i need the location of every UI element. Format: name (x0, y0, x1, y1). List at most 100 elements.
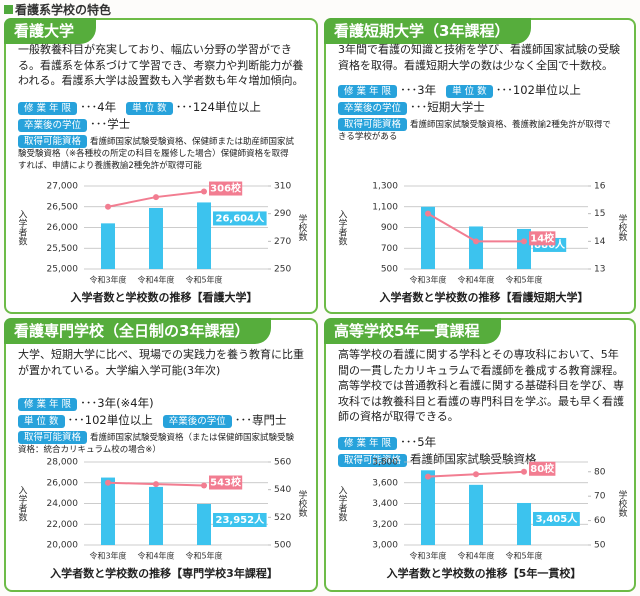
item-badge: 卒業後の学位 (338, 102, 408, 115)
item-value: 看護師国家試験受験資格 (410, 452, 537, 466)
bar (149, 486, 163, 545)
line-point (105, 479, 111, 486)
item: 取得可能資格 看護師国家試験受験資格、保健師または助産師国家試験受験資格（※各種校… (18, 135, 296, 172)
bar (421, 470, 435, 545)
header-square (4, 5, 13, 14)
bar (197, 202, 211, 269)
item: 取得可能資格 看護師国家試験受験資格（または保健師国家試験受験資格：統合カリキュラ… (18, 431, 296, 456)
section-header: 看護系学校の特色 (4, 1, 111, 18)
y2-tick-label: 60 (594, 516, 606, 526)
item-badge: 卒業後の学位 (18, 119, 88, 132)
bar (517, 502, 531, 545)
item-badge: 単 位 数 (18, 415, 65, 428)
item: 卒業後の学位 ･･･専門士 (162, 412, 287, 429)
value-label: 80校 (530, 462, 555, 475)
item: 卒業後の学位 ･･･学士 (18, 116, 130, 133)
item-badge: 取得可能資格 (18, 135, 88, 148)
panel: 看護大学 一般教養科目が充実しており、幅広い分野の学習ができる。看護系を体系づけて… (4, 18, 318, 314)
y-tick-label: 3,000 (372, 541, 398, 551)
y-tick-label: 25,500 (47, 244, 79, 254)
item-badge: 取得可能資格 (338, 118, 408, 131)
value-label: 543校 (210, 476, 242, 489)
x-tick-label: 令和3年度 (89, 551, 126, 561)
y2-tick-label: 50 (594, 541, 606, 551)
y2-tick-label: 290 (274, 209, 291, 219)
y2-axis-title: 学校数 (617, 489, 628, 518)
item-value: ･･･短期大学士 (410, 100, 485, 114)
panel-text: 大学、短期大学に比べ、現場での実践力を養う教育に比重が置かれている。大学編入学可… (18, 348, 304, 377)
panel-heading: 高等学校5年一貫課程 (324, 318, 502, 344)
panel-heading: 看護専門学校（全日制の3年課程） (4, 318, 272, 344)
y-tick-label: 3,400 (372, 499, 398, 509)
line-point (425, 210, 431, 217)
x-tick-label: 令和5年度 (185, 275, 222, 285)
value-label: 3,405人 (536, 512, 579, 525)
item-badge: 取得可能資格 (18, 431, 88, 444)
y2-tick-label: 500 (274, 541, 291, 551)
panel-heading: 看護大学 (4, 18, 97, 44)
y-tick-label: 28,000 (47, 458, 79, 468)
item-value: ･･･専門士 (234, 413, 287, 427)
y-tick-label: 26,500 (47, 202, 79, 212)
y2-tick-label: 540 (274, 485, 291, 495)
y-tick-label: 22,000 (47, 520, 79, 530)
y2-axis-title: 学校数 (617, 213, 628, 242)
item: 単 位 数･･･102単位以上 (446, 82, 581, 99)
y2-tick-label: 16 (594, 182, 606, 192)
value-label-box (213, 211, 267, 226)
item-value: 看護師国家試験受験資格、養護教諭2種免許が取得できる学校がある (338, 120, 611, 142)
item-value: ･･･124単位以上 (175, 100, 261, 114)
chart-title: 入学者数と学校数の推移【5年一貫校】 (387, 566, 582, 580)
bar (469, 484, 483, 545)
panel: 看護短期大学（3年課程） 3年間で看護の知識と技術を学び、看護師国家試験の受験資格… (324, 18, 636, 314)
chart-title: 入学者数と学校数の推移【専門学校3年課程】 (50, 566, 278, 580)
y-tick-label: 26,000 (47, 223, 79, 233)
section-title: 看護系学校の特色 (15, 3, 112, 17)
chart: 3,000 3,200 3,400 3,600 3,800 50 60 70 80 入学者数 学校数… (337, 458, 628, 581)
item-badge: 卒業後の学位 (162, 415, 232, 428)
y2-tick-label: 80 (594, 467, 606, 477)
y2-tick-label: 70 (594, 492, 606, 502)
y-tick-label: 1,300 (372, 182, 398, 192)
y2-tick-label: 520 (274, 513, 291, 523)
line-point (521, 238, 527, 245)
value-label: 23,952人 (216, 513, 266, 526)
item-badge: 修 業 年 限 (338, 437, 398, 450)
bar (421, 206, 435, 269)
value-label-box (529, 231, 556, 246)
x-tick-label: 令和3年度 (89, 275, 126, 285)
value-label: 306校 (210, 182, 242, 195)
y-axis-title: 入学者数 (337, 209, 348, 246)
y-axis-title: 入学者数 (337, 485, 348, 522)
panel-text: 一般教養科目が充実しており、幅広い分野の学習ができる。看護系を体系づけて学習でき… (18, 43, 304, 87)
item: 卒業後の学位 ･･･短期大学士 (338, 99, 485, 116)
x-tick-label: 令和3年度 (409, 275, 446, 285)
y-tick-label: 500 (381, 265, 398, 275)
value-label-box (529, 461, 556, 476)
line-point (105, 203, 111, 210)
y-tick-label: 27,000 (47, 182, 79, 192)
value-label-box (213, 512, 267, 527)
item: 単 位 数･･･102単位以上 (18, 412, 153, 429)
y2-axis-title: 学校数 (297, 489, 308, 518)
y2-tick-label: 270 (274, 237, 291, 247)
item-value: 看護師国家試験受験資格、保健師または助産師国家試験受験資格（※各種校の所定の科目… (18, 137, 295, 171)
item: 取得可能資格 看護師国家試験受験資格 (338, 451, 537, 468)
item-badge: 修 業 年 限 (338, 85, 398, 98)
y-tick-label: 3,600 (372, 478, 398, 488)
line-point (521, 468, 527, 475)
item-list: 修 業 年 限･･･4年単 位 数･･･124単位以上卒業後の学位 ･･･学士 取得… (18, 99, 306, 172)
value-label-box (209, 475, 243, 490)
line-point (473, 471, 479, 478)
item-value: ･･･5年 (400, 435, 437, 449)
chart: 25,000 25,500 26,000 26,500 27,000 250 270 290 3… (17, 182, 308, 305)
panel: 高等学校5年一貫課程 高等学校の看護に関する学科とその専攻科において、5年間の一貫… (324, 318, 636, 592)
line-point (425, 473, 431, 480)
item-value: 看護師国家試験受験資格（または保健師国家試験受験資格：統合カリキュラム校の場合※… (18, 433, 295, 455)
y-tick-label: 700 (381, 244, 398, 254)
item-value: ･･･3年 (400, 83, 437, 97)
item-list: 修 業 年 限･･･3年(※4年)単 位 数･･･102単位以上 卒業後の学位 ･･… (18, 395, 306, 456)
value-label: 26,604人 (216, 211, 266, 224)
y-tick-label: 900 (381, 223, 398, 233)
line-point (153, 481, 159, 488)
